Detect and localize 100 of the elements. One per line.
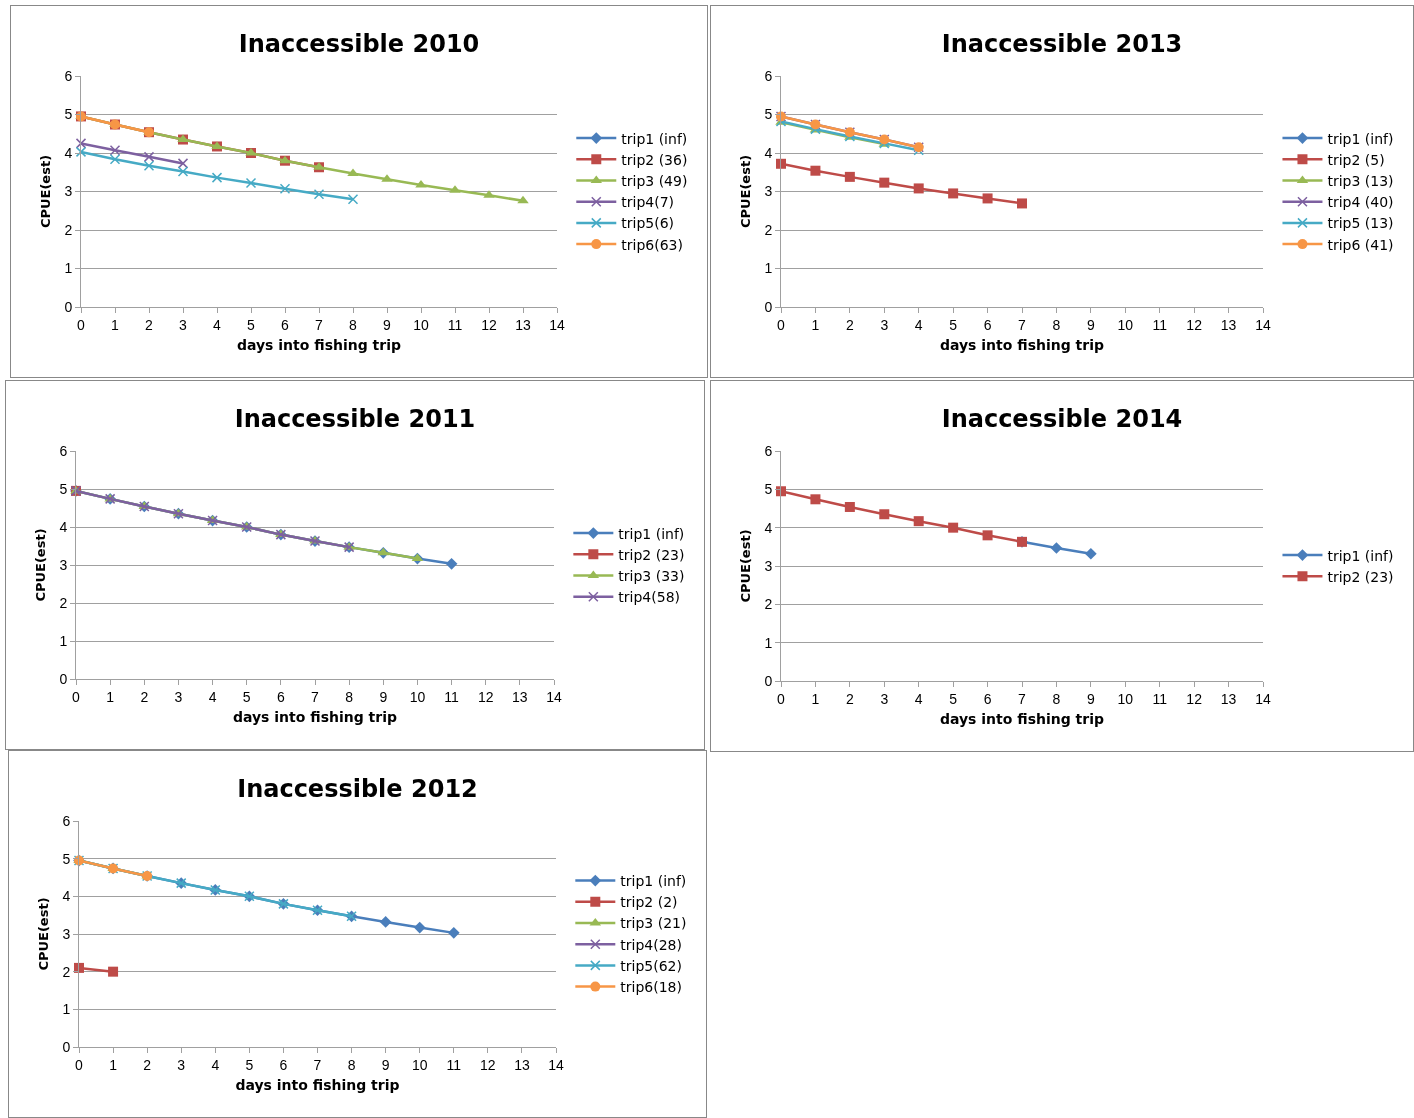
x-tick-label: 6 [983, 690, 992, 707]
legend-label: trip2 (2) [620, 894, 678, 911]
x-tick-label: 9 [1086, 690, 1095, 707]
y-tick-label: 2 [764, 596, 773, 613]
y-tick-label: 2 [62, 963, 71, 980]
legend-label: trip5(6) [621, 215, 675, 232]
y-tick-label: 5 [62, 850, 71, 867]
y-tick-label: 3 [64, 183, 73, 200]
x-tick-label: 3 [174, 688, 183, 705]
y-tick-label: 5 [64, 106, 73, 123]
x-tick-label: 7 [1018, 690, 1027, 707]
x-tick-label: 11 [446, 1056, 462, 1073]
y-tick-label: 1 [62, 1001, 71, 1018]
y-tick-label: 6 [764, 67, 773, 84]
legend-label: trip4(7) [621, 194, 675, 211]
legend-label: trip4 (40) [1327, 194, 1394, 211]
x-tick-label: 2 [845, 690, 854, 707]
y-tick-label: 2 [59, 594, 68, 611]
x-tick-label: 13 [1220, 690, 1237, 707]
x-tick-label: 2 [145, 316, 154, 333]
x-tick-label: 3 [880, 690, 889, 707]
y-tick-label: 3 [62, 925, 71, 942]
x-tick-label: 5 [949, 690, 958, 707]
x-tick-label: 11 [444, 688, 460, 705]
legend-label: trip2 (5) [1327, 151, 1385, 168]
y-tick-label: 6 [64, 67, 73, 84]
x-tick-label: 6 [276, 688, 285, 705]
x-tick-label: 10 [413, 316, 429, 333]
chart-title: Inaccessible 2014 [941, 404, 1183, 433]
y-tick-label: 0 [64, 298, 73, 315]
chart-title: Inaccessible 2013 [941, 29, 1183, 58]
legend-label: trip1 (inf) [620, 873, 687, 890]
x-tick-label: 14 [1255, 690, 1271, 707]
y-tick-label: 0 [764, 298, 773, 315]
legend-label: trip3 (33) [618, 567, 685, 584]
x-axis-title: days into fishing trip [236, 337, 402, 354]
x-tick-label: 4 [914, 316, 923, 333]
x-tick-label: 2 [143, 1056, 152, 1073]
y-tick-label: 0 [62, 1038, 71, 1055]
y-tick-label: 6 [62, 812, 71, 829]
y-tick-label: 0 [764, 672, 773, 689]
x-tick-label: 1 [811, 316, 820, 333]
x-tick-label: 9 [379, 688, 388, 705]
y-tick-label: 2 [764, 221, 773, 238]
legend-label: trip2 (23) [618, 546, 685, 563]
x-tick-label: 4 [211, 1056, 220, 1073]
x-axis-title: days into fishing trip [939, 337, 1105, 354]
x-tick-label: 8 [345, 688, 354, 705]
x-tick-label: 5 [247, 316, 256, 333]
x-tick-label: 4 [208, 688, 217, 705]
x-tick-label: 1 [109, 1056, 118, 1073]
y-tick-label: 4 [62, 888, 71, 905]
x-tick-label: 12 [481, 316, 497, 333]
y-tick-label: 1 [59, 632, 68, 649]
x-tick-label: 14 [548, 1056, 564, 1073]
x-tick-label: 6 [281, 316, 290, 333]
y-axis-title: CPUE(est) [36, 897, 52, 971]
x-tick-label: 0 [75, 1056, 84, 1073]
legend-label: trip6(63) [621, 236, 683, 253]
chart-title: Inaccessible 2012 [237, 774, 478, 803]
legend-label: trip6(18) [620, 979, 682, 996]
chart-title: Inaccessible 2011 [234, 404, 476, 433]
legend-label: trip2 (23) [1327, 568, 1394, 585]
x-tick-label: 10 [1117, 316, 1134, 333]
x-tick-label: 0 [77, 316, 86, 333]
x-tick-label: 11 [1152, 316, 1168, 333]
x-tick-label: 7 [313, 1056, 322, 1073]
x-tick-label: 11 [1152, 690, 1168, 707]
x-tick-label: 13 [514, 1056, 530, 1073]
x-tick-label: 10 [409, 688, 426, 705]
x-tick-label: 13 [1220, 316, 1237, 333]
x-tick-label: 5 [949, 316, 958, 333]
y-axis-title: CPUE(est) [38, 154, 54, 229]
legend-label: trip6 (41) [1327, 236, 1394, 253]
x-axis-title: days into fishing trip [232, 709, 398, 726]
x-tick-label: 9 [383, 316, 392, 333]
x-tick-label: 0 [777, 690, 786, 707]
x-tick-label: 12 [1186, 690, 1203, 707]
x-tick-label: 5 [245, 1056, 254, 1073]
y-tick-label: 3 [764, 183, 773, 200]
x-tick-label: 10 [1117, 690, 1134, 707]
x-tick-label: 4 [914, 690, 923, 707]
x-tick-label: 8 [347, 1056, 356, 1073]
x-tick-label: 9 [381, 1056, 390, 1073]
legend-label: trip3 (49) [621, 172, 688, 189]
legend-label: trip3 (13) [1327, 172, 1394, 189]
x-tick-label: 12 [1186, 316, 1203, 333]
legend-label: trip1 (inf) [1327, 547, 1394, 564]
legend-label: trip3 (21) [620, 915, 687, 932]
y-tick-label: 1 [764, 260, 773, 277]
x-tick-label: 1 [106, 688, 115, 705]
y-tick-label: 3 [59, 556, 68, 573]
y-tick-label: 4 [764, 144, 773, 161]
x-axis-title: days into fishing trip [939, 711, 1105, 728]
x-tick-label: 8 [1052, 690, 1061, 707]
x-tick-label: 3 [880, 316, 889, 333]
x-tick-label: 1 [811, 690, 820, 707]
x-tick-label: 3 [179, 316, 188, 333]
legend-label: trip4(58) [618, 589, 681, 606]
y-tick-label: 3 [764, 557, 773, 574]
